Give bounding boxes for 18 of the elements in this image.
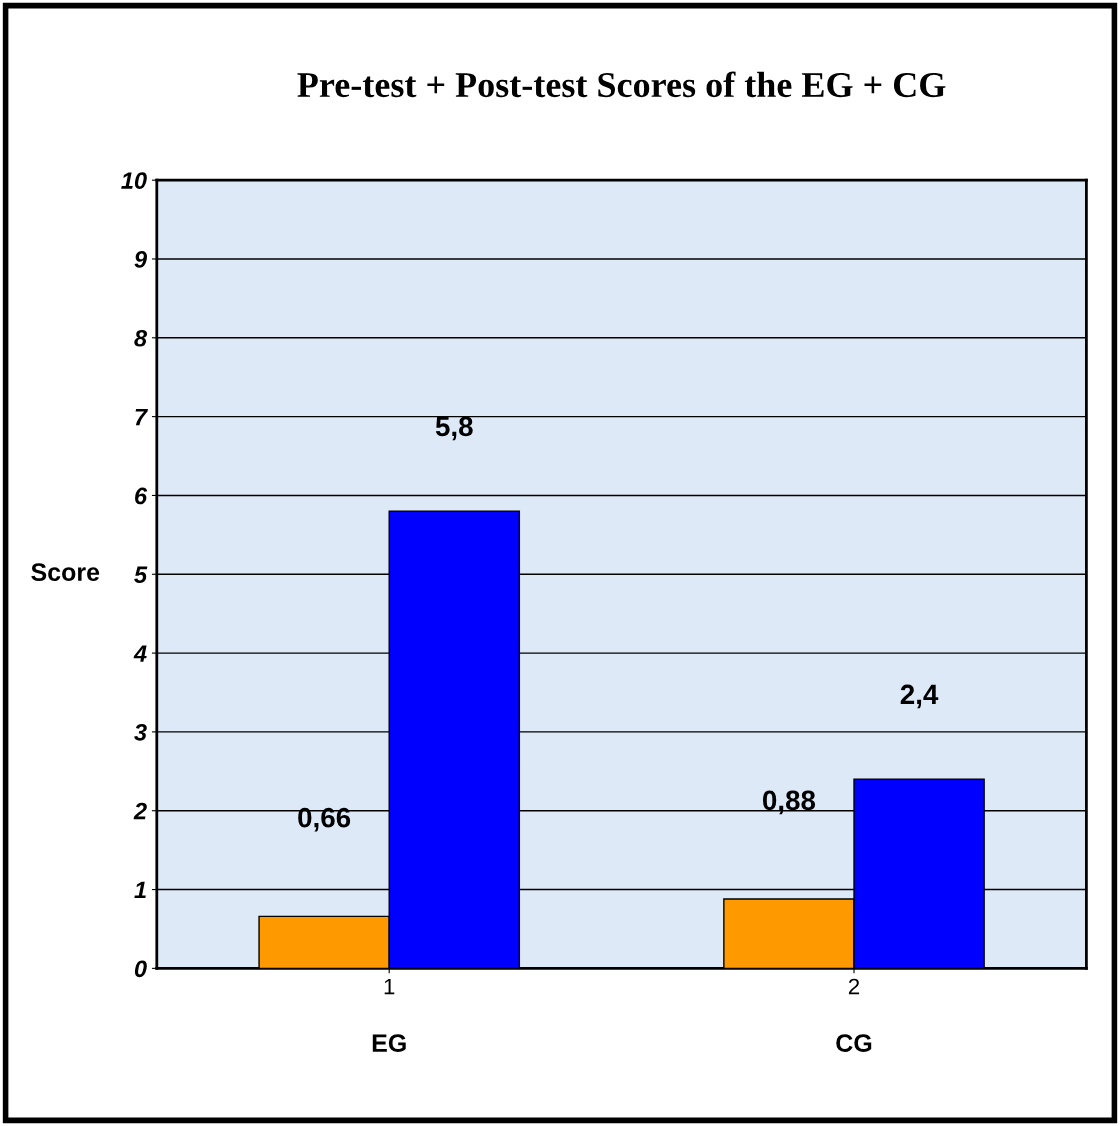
y-axis-title: Score bbox=[31, 563, 100, 581]
data-label: 5,8 bbox=[435, 416, 473, 441]
y-tick-label: 9 bbox=[134, 251, 147, 268]
text: EG bbox=[372, 1034, 406, 1052]
y-tick-label: 10 bbox=[121, 172, 147, 189]
y-tick-label: 8 bbox=[134, 329, 148, 347]
y-tick-label: 0 bbox=[134, 960, 147, 978]
y-tick-label: 4 bbox=[133, 645, 147, 662]
text: CG bbox=[836, 1034, 872, 1052]
y-tick-label: 1 bbox=[134, 881, 146, 899]
chart-title: Pre-test + Post-test Scores of the EG + CG bbox=[297, 71, 946, 98]
y-tick-label: 2 bbox=[133, 802, 147, 820]
data-label: 2,4 bbox=[900, 684, 939, 709]
y-tick-label: 5 bbox=[134, 566, 148, 584]
y-tick-label: 3 bbox=[134, 723, 147, 741]
y-tick-label: 6 bbox=[135, 487, 148, 505]
y-tick-label: 7 bbox=[135, 408, 148, 426]
data-label: 0,88 bbox=[763, 790, 816, 815]
